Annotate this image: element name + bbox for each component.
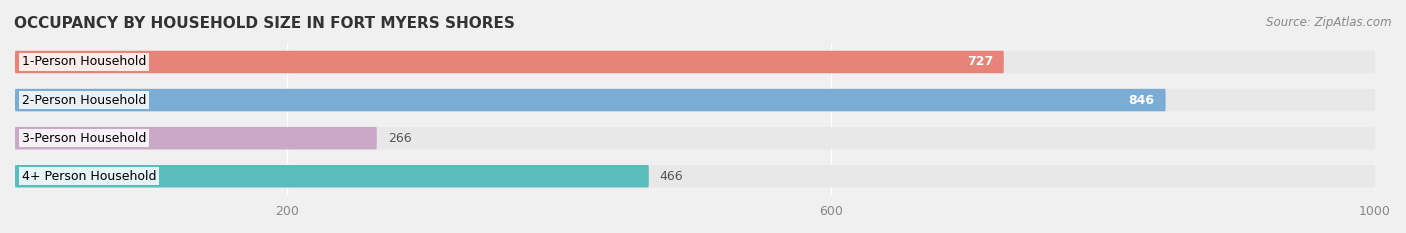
FancyBboxPatch shape bbox=[15, 127, 1375, 149]
FancyBboxPatch shape bbox=[15, 51, 1375, 73]
FancyBboxPatch shape bbox=[15, 127, 377, 149]
Text: 3-Person Household: 3-Person Household bbox=[22, 132, 146, 145]
FancyBboxPatch shape bbox=[15, 89, 1166, 111]
FancyBboxPatch shape bbox=[15, 51, 1004, 73]
Text: 727: 727 bbox=[967, 55, 993, 69]
Text: 466: 466 bbox=[659, 170, 683, 183]
FancyBboxPatch shape bbox=[15, 89, 1375, 111]
FancyBboxPatch shape bbox=[15, 165, 1375, 188]
Text: 266: 266 bbox=[388, 132, 412, 145]
Text: OCCUPANCY BY HOUSEHOLD SIZE IN FORT MYERS SHORES: OCCUPANCY BY HOUSEHOLD SIZE IN FORT MYER… bbox=[14, 16, 515, 31]
Text: 846: 846 bbox=[1129, 94, 1154, 106]
Text: Source: ZipAtlas.com: Source: ZipAtlas.com bbox=[1267, 16, 1392, 29]
Text: 2-Person Household: 2-Person Household bbox=[22, 94, 146, 106]
FancyBboxPatch shape bbox=[15, 165, 648, 188]
Text: 1-Person Household: 1-Person Household bbox=[22, 55, 146, 69]
Text: 4+ Person Household: 4+ Person Household bbox=[22, 170, 156, 183]
